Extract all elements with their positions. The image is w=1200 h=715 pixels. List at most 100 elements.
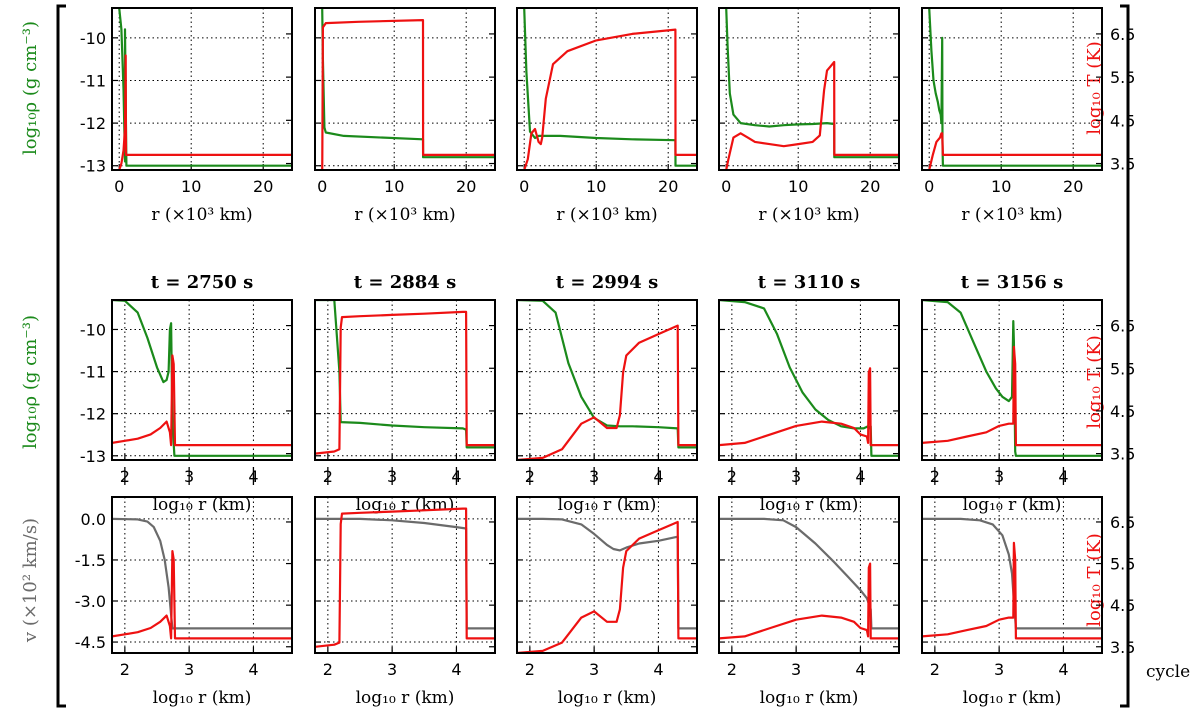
x-tick-label: 10 (586, 177, 606, 196)
panel-r3-c3: 2 3 4 log₁₀ r (km) (516, 467, 698, 708)
x-axis-label: log₁₀ r (km) (558, 688, 657, 708)
left-y-tick-label: -3.0 (75, 592, 106, 611)
panel-frame (314, 7, 496, 171)
panel-title: t = 3110 s (758, 272, 860, 293)
x-tick-label: 3 (994, 660, 1004, 679)
vel-y-label-row-3: v (×10² km/s) (20, 518, 41, 643)
panel-r3-c4: 2 3 4 log₁₀ r (km) (718, 467, 900, 708)
right-y-tick-label: 4.5 (1110, 111, 1135, 130)
x-axis-label: r (×10³ km) (556, 205, 657, 225)
x-tick-label: 0 (317, 177, 327, 196)
x-axis-label: r (×10³ km) (354, 205, 455, 225)
panel-frame (314, 299, 496, 461)
panel-frame (516, 496, 698, 654)
rho-y-label-row-2: log₁₀ρ (g cm⁻³) (20, 315, 41, 449)
x-axis-label: log₁₀ r (km) (760, 688, 859, 708)
temperature-series-line (922, 345, 1102, 447)
temperature-series-line (112, 549, 292, 640)
panel-r3-c2: 2 3 4 log₁₀ r (km) (314, 467, 496, 708)
velocity-series-line (112, 517, 292, 630)
panel-r1-c5: 0 10 20 6.5 5.5 4.5 3.5 r (×10³ km) (921, 7, 1135, 225)
velocity-series-line (922, 517, 1102, 630)
x-tick-label: 4 (653, 660, 663, 679)
right-y-tick-label: 5.5 (1110, 555, 1135, 574)
panel-frame (111, 7, 293, 171)
left-y-tick-label: -1.5 (75, 551, 106, 570)
x-axis-label: log₁₀ r (km) (153, 495, 252, 515)
x-tick-label: 2 (727, 660, 737, 679)
density-series-line (523, 8, 697, 167)
panel-frame (921, 299, 1103, 461)
density-series-line (725, 8, 899, 159)
temperature-series-line (725, 60, 899, 170)
panel-frame (921, 7, 1103, 171)
panel-r1-c3: 0 10 20r (×10³ km) (516, 7, 698, 225)
panel-frame (718, 7, 900, 171)
temp-y-label-row-3: log₁₀ T (K) (1084, 533, 1105, 627)
x-tick-label: 10 (991, 177, 1011, 196)
x-tick-label: 20 (456, 177, 476, 196)
temperature-series-line (517, 520, 697, 653)
velocity-series-line (517, 517, 697, 630)
x-tick-label: 4 (855, 660, 865, 679)
panels: 0 10 20-10-11-12-13r (×10³ km)0 10 20r (×10³… (75, 7, 1135, 708)
panel-title: t = 2884 s (354, 272, 456, 293)
panel-frame (111, 299, 293, 461)
x-tick-label: 0 (519, 177, 529, 196)
left-y-tick-label: -10 (80, 29, 106, 48)
temperature-series-line (922, 541, 1102, 640)
temp-y-label-row-2: log₁₀ T (K) (1084, 335, 1105, 429)
temperature-series-line (118, 54, 292, 170)
x-tick-label: 10 (181, 177, 201, 196)
x-tick-label: 2 (930, 660, 940, 679)
left-y-tick-label: -13 (80, 157, 106, 176)
density-series-line (112, 300, 292, 457)
x-axis-label: log₁₀ r (km) (963, 688, 1062, 708)
x-tick-label: 0 (924, 177, 934, 196)
x-tick-label: 20 (860, 177, 880, 196)
x-tick-label: 20 (1063, 177, 1083, 196)
panel-r1-c2: 0 10 20r (×10³ km) (314, 7, 496, 225)
x-tick-label: 2 (120, 660, 130, 679)
left-y-tick-label: -11 (80, 71, 106, 90)
density-series-line (118, 8, 292, 167)
x-axis-label: log₁₀ r (km) (558, 495, 657, 515)
panel-title: t = 2994 s (556, 272, 658, 293)
right-y-tick-label: 6.5 (1110, 25, 1135, 44)
right-y-tick-label: 6.5 (1110, 317, 1135, 336)
left-y-tick-label: -12 (80, 114, 106, 133)
panel-frame (314, 496, 496, 654)
velocity-series-line (719, 517, 899, 630)
x-tick-label: 4 (451, 660, 461, 679)
panel-r1-c4: 0 10 20r (×10³ km) (718, 7, 900, 225)
right-y-tick-label: 4.5 (1110, 402, 1135, 421)
panel-r3-c1: 2 3 4 0.0 -1.5 -3.0 -4.5 log₁₀ r (km) (75, 467, 293, 708)
panel-frame (718, 496, 900, 654)
right-y-tick-label: 5.5 (1110, 68, 1135, 87)
x-axis-label: r (×10³ km) (151, 205, 252, 225)
temperature-series-line (321, 19, 495, 170)
density-series-line (517, 300, 697, 449)
panel-frame (516, 299, 698, 461)
right-y-tick-label: 5.5 (1110, 359, 1135, 378)
density-series-line (719, 300, 899, 457)
x-tick-label: 0 (114, 177, 124, 196)
rho-y-label-row-1: log₁₀ρ (g cm⁻³) (20, 21, 41, 155)
right-y-tick-label: 4.5 (1110, 596, 1135, 615)
left-y-tick-label: -11 (80, 363, 106, 382)
panel-title: t = 2750 s (151, 272, 253, 293)
panel-frame (111, 496, 293, 654)
panel-frame (921, 496, 1103, 654)
panel-frame (718, 299, 900, 461)
x-tick-label: 10 (788, 177, 808, 196)
left-y-tick-label: -10 (80, 320, 106, 339)
panel-r1-c1: 0 10 20 -10 -11 -12 -13 r (×10³ km) (80, 7, 293, 225)
x-tick-label: 4 (1058, 660, 1068, 679)
right-bracket (1120, 4, 1130, 708)
left-y-tick-label: 0.0 (81, 510, 106, 529)
x-axis-label: log₁₀ r (km) (963, 495, 1062, 515)
x-axis-label: log₁₀ r (km) (356, 688, 455, 708)
